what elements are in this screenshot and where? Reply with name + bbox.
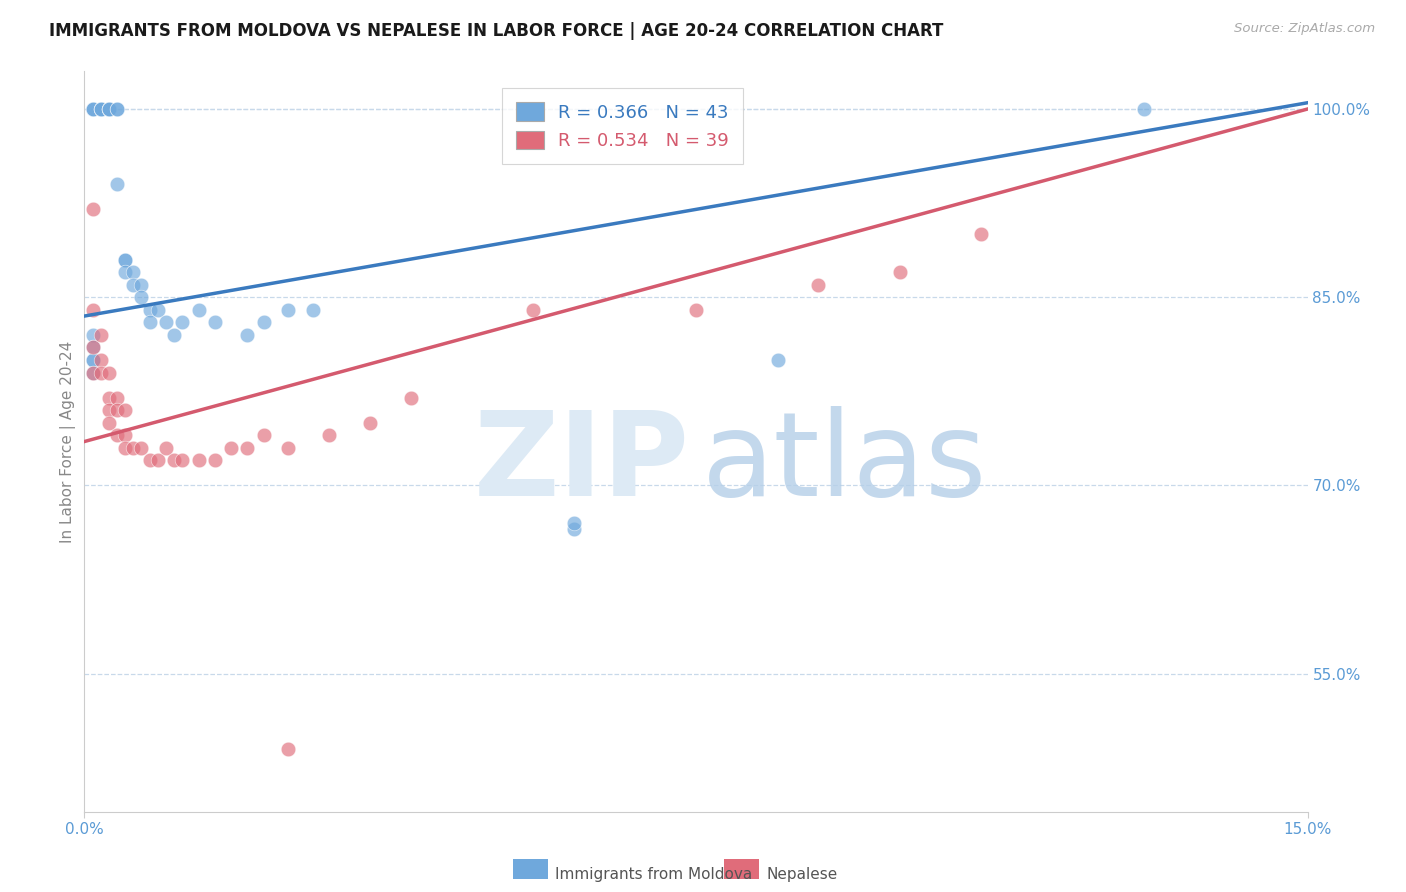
Point xyxy=(114,428,136,442)
Point xyxy=(163,453,186,467)
Point xyxy=(970,227,993,242)
Point xyxy=(766,353,789,368)
Point xyxy=(97,416,120,430)
Point xyxy=(131,290,153,304)
Point xyxy=(105,102,128,116)
Point xyxy=(253,315,276,329)
Point xyxy=(97,102,120,116)
Point xyxy=(562,516,585,530)
Point xyxy=(114,441,136,455)
Point xyxy=(90,102,112,116)
Y-axis label: In Labor Force | Age 20-24: In Labor Force | Age 20-24 xyxy=(60,341,76,542)
Point xyxy=(90,102,112,116)
Point xyxy=(138,315,160,329)
Point xyxy=(90,353,112,368)
Point xyxy=(97,366,120,380)
Text: ZIP: ZIP xyxy=(474,406,690,521)
Point xyxy=(82,102,104,116)
Point xyxy=(105,428,128,442)
Point xyxy=(97,102,120,116)
Text: atlas: atlas xyxy=(702,406,987,521)
Point xyxy=(90,366,112,380)
Point xyxy=(236,441,259,455)
Point xyxy=(146,453,169,467)
Text: Immigrants from Moldova: Immigrants from Moldova xyxy=(555,867,752,881)
Point xyxy=(301,302,323,317)
Point xyxy=(97,102,120,116)
Text: IMMIGRANTS FROM MOLDOVA VS NEPALESE IN LABOR FORCE | AGE 20-24 CORRELATION CHART: IMMIGRANTS FROM MOLDOVA VS NEPALESE IN L… xyxy=(49,22,943,40)
Point xyxy=(97,403,120,417)
Point xyxy=(187,453,209,467)
Text: Nepalese: Nepalese xyxy=(766,867,838,881)
Point xyxy=(105,102,128,116)
Point xyxy=(82,366,104,380)
Point xyxy=(889,265,911,279)
Point xyxy=(97,102,120,116)
Point xyxy=(114,252,136,267)
Point xyxy=(1133,102,1156,116)
Point xyxy=(82,102,104,116)
Point xyxy=(122,265,145,279)
Point xyxy=(138,302,160,317)
Point xyxy=(277,742,299,756)
Point xyxy=(253,428,276,442)
Point xyxy=(105,403,128,417)
Legend: R = 0.366   N = 43, R = 0.534   N = 39: R = 0.366 N = 43, R = 0.534 N = 39 xyxy=(502,87,744,164)
Point xyxy=(172,315,194,329)
Point xyxy=(105,178,128,192)
Point xyxy=(155,441,177,455)
Point xyxy=(562,522,585,536)
Point xyxy=(82,353,104,368)
Point xyxy=(277,302,299,317)
Point xyxy=(187,302,209,317)
Point xyxy=(138,453,160,467)
Point xyxy=(522,302,544,317)
Point xyxy=(236,327,259,342)
Point xyxy=(399,391,422,405)
Point xyxy=(82,102,104,116)
Point xyxy=(97,102,120,116)
Point xyxy=(277,441,299,455)
Point xyxy=(204,315,226,329)
Point xyxy=(131,277,153,292)
Point xyxy=(90,102,112,116)
Point xyxy=(97,391,120,405)
Point xyxy=(122,441,145,455)
Point xyxy=(82,302,104,317)
Point xyxy=(105,391,128,405)
Point xyxy=(82,366,104,380)
Point xyxy=(114,252,136,267)
Point xyxy=(90,327,112,342)
Point xyxy=(82,327,104,342)
Point xyxy=(204,453,226,467)
Point xyxy=(82,353,104,368)
Point xyxy=(318,428,340,442)
Point xyxy=(90,102,112,116)
Point xyxy=(163,327,186,342)
Point xyxy=(172,453,194,467)
Point xyxy=(114,403,136,417)
Point xyxy=(155,315,177,329)
Text: Source: ZipAtlas.com: Source: ZipAtlas.com xyxy=(1234,22,1375,36)
Point xyxy=(685,302,707,317)
Point xyxy=(359,416,381,430)
Point xyxy=(131,441,153,455)
Point xyxy=(82,340,104,354)
Point xyxy=(122,277,145,292)
Point xyxy=(807,277,830,292)
Point xyxy=(114,265,136,279)
Point xyxy=(146,302,169,317)
Point xyxy=(82,340,104,354)
Point xyxy=(219,441,242,455)
Point xyxy=(82,202,104,217)
